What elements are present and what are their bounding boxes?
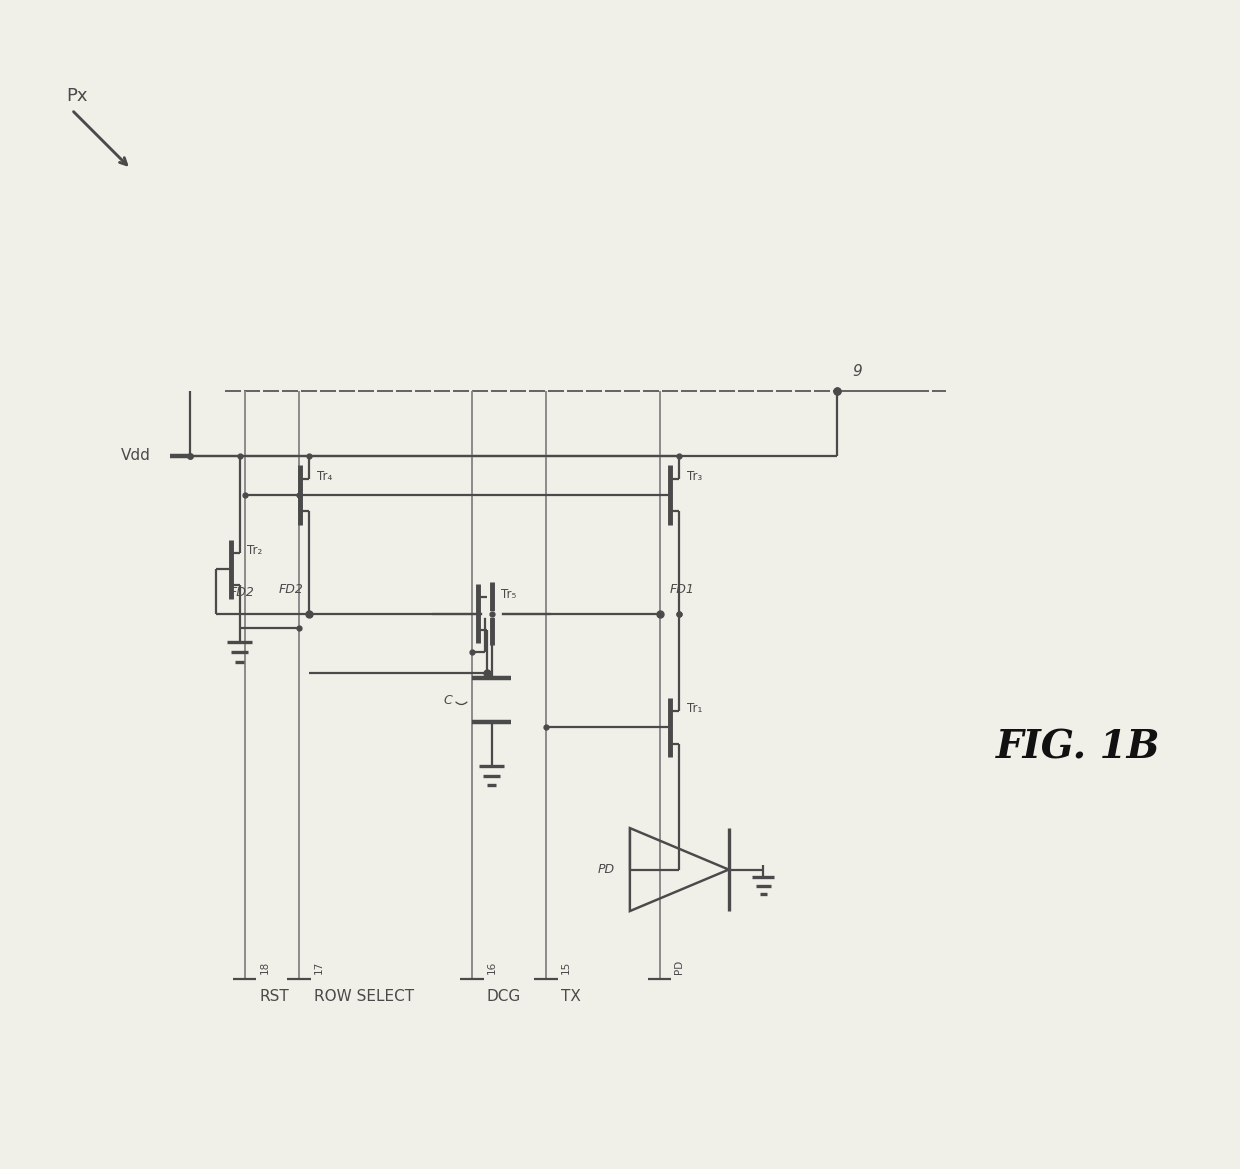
Text: 18: 18: [259, 961, 269, 974]
Text: PD: PD: [675, 960, 684, 974]
Text: Px: Px: [67, 87, 88, 105]
Text: Tr₅: Tr₅: [501, 588, 517, 601]
Text: PD: PD: [598, 863, 615, 876]
Text: 17: 17: [314, 961, 324, 974]
Text: FD1: FD1: [670, 583, 694, 596]
Text: RST: RST: [259, 989, 289, 1004]
Text: FD2: FD2: [279, 583, 304, 596]
Text: C: C: [443, 693, 453, 706]
Text: Tr₃: Tr₃: [687, 470, 702, 483]
Text: 16: 16: [486, 961, 496, 974]
Text: TX: TX: [560, 989, 580, 1004]
Text: DCG: DCG: [486, 989, 521, 1004]
Text: Tr₁: Tr₁: [687, 703, 703, 715]
Text: ROW SELECT: ROW SELECT: [314, 989, 414, 1004]
Text: FIG. 1B: FIG. 1B: [996, 728, 1159, 766]
Text: Tr₂: Tr₂: [248, 545, 263, 558]
Text: Tr₄: Tr₄: [316, 470, 332, 483]
Text: FD2: FD2: [229, 586, 254, 599]
Text: Vdd: Vdd: [120, 448, 150, 463]
Text: 9: 9: [852, 365, 862, 380]
Text: 15: 15: [560, 961, 570, 974]
